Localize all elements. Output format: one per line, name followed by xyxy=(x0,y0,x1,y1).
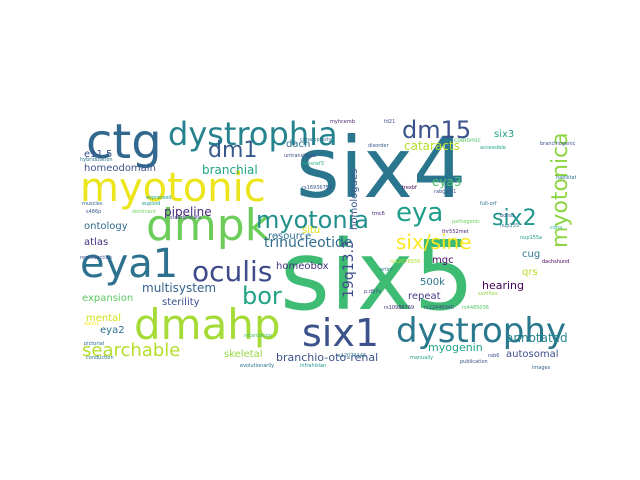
word-untranslated: untranslated xyxy=(284,153,316,159)
word-retardation: retardation xyxy=(244,333,272,339)
word-mental: mental xyxy=(86,313,122,324)
word-rs12446940: rs12446940 xyxy=(424,305,455,311)
word-dystrophy: dystrophy xyxy=(396,311,567,351)
word-trexbf: trexbf xyxy=(402,185,417,191)
word-e11-5: e11.5 xyxy=(84,149,113,160)
word-ontology: ontology xyxy=(84,221,128,232)
word-hybridization: hybridization xyxy=(80,157,113,163)
word-dystrophia: dystrophia xyxy=(168,116,338,153)
word-s486p: s486p xyxy=(86,209,102,215)
word-multisystem: multisystem xyxy=(142,281,217,295)
word-eya2: eya2 xyxy=(100,325,125,336)
word-autosomal: autosomal xyxy=(506,349,559,360)
word-erlinf: erlinf xyxy=(380,267,393,273)
word-six2: six2 xyxy=(492,206,537,231)
word-pictorial: pictorial xyxy=(84,341,105,347)
word-trinucleotide: trinucleotide xyxy=(264,235,353,251)
word-reproduction: reproduction xyxy=(80,255,112,261)
word-infrahisian: infrahisian xyxy=(300,363,327,369)
word-eya1: eya1 xyxy=(80,241,179,287)
word-disorder: disorder xyxy=(368,143,389,149)
word-muscles: muscles xyxy=(82,201,103,207)
word-pipeline: pipeline xyxy=(164,205,212,219)
word-p-d97v: p.d97v xyxy=(364,289,382,295)
word-atlas: atlas xyxy=(84,237,109,248)
word-cataracts: cataracts xyxy=(404,139,460,153)
word-full-orf: full-orf xyxy=(480,201,497,207)
word-rs12079146: rs12079146 xyxy=(336,353,367,359)
word-six-sine: six/sine xyxy=(396,230,472,254)
word-bresnef3: bresnef3 xyxy=(302,161,324,167)
word-cloud: six4 six5 myotonic dmpk dmahp eya1 ctg d… xyxy=(80,116,576,380)
word-euploid: euploid xyxy=(142,201,161,207)
word-annotated: annotated xyxy=(506,331,568,345)
word-skeletal: skeletal xyxy=(224,349,263,360)
word-sterility: sterility xyxy=(162,297,200,308)
word-myotonia: myotonia xyxy=(256,206,369,234)
word-myhcemb: myhcemb xyxy=(330,119,355,125)
word-rs4485036: rs4485036 xyxy=(462,305,489,311)
word-bor: bor xyxy=(242,282,282,310)
word-repeat: repeat xyxy=(408,291,441,302)
word-rab6: rab6 xyxy=(488,353,500,359)
word-publication: publication xyxy=(460,359,488,365)
word-homeobox: homeobox xyxy=(276,261,329,272)
word-rs12078839: rs12078839 xyxy=(390,259,421,265)
word-manually: manually xyxy=(410,355,434,361)
word-rs16936752: rs16936752 xyxy=(302,185,333,191)
word-myotonic: myotonic xyxy=(80,165,266,211)
word-pathogenic: pathogenic xyxy=(452,219,480,225)
word-somites: somites xyxy=(478,291,498,297)
word-steady-state: steady-state xyxy=(170,215,202,221)
word-fd21: fd21 xyxy=(384,119,396,125)
word-oculis: oculis xyxy=(192,255,273,288)
word-accessible: accessible xyxy=(480,145,506,151)
word-resource: resource xyxy=(268,231,312,242)
word-coelomic: coelomic xyxy=(454,137,481,144)
word-tmc6: tmc6 xyxy=(372,211,385,217)
word-six1: six1 xyxy=(302,311,380,355)
word-searchable: searchable xyxy=(82,340,181,361)
word-homeodomain: homeodomain xyxy=(84,163,156,174)
word-ctg: ctg xyxy=(86,116,162,170)
word-canaloplasty: canaloplasty xyxy=(300,137,332,143)
word-rabgapl1: rabgapl1 xyxy=(434,189,457,195)
word-dm1: dm1 xyxy=(208,138,258,163)
word-expansion: expansion xyxy=(82,293,134,304)
word-expressed: expressed xyxy=(146,195,172,201)
word-hearing: hearing xyxy=(482,279,525,292)
word-six4: six4 xyxy=(296,119,467,217)
word-mgc: mgc xyxy=(432,255,454,266)
word-nup155: nup155 xyxy=(500,223,520,229)
word-dmahp: dmahp xyxy=(134,300,281,349)
word-homologues: homologues xyxy=(349,168,360,230)
word-six5: six5 xyxy=(280,220,475,332)
word-rs10986769: rs10986769 xyxy=(384,305,415,311)
word-branchiogenic: branchiogenic xyxy=(540,141,576,147)
word-borsd: borsd xyxy=(500,213,515,219)
word-situ: situ xyxy=(302,225,321,236)
word-dm15: dm15 xyxy=(402,116,472,144)
word-six3: six3 xyxy=(494,129,515,140)
word-dachshund: dachshund xyxy=(542,259,570,265)
word-500k: 500k xyxy=(420,277,445,288)
word-eya: eya xyxy=(396,198,444,228)
word-myogenin: myogenin xyxy=(428,341,483,354)
word-dach1: dach1 xyxy=(84,321,100,327)
word-conduction: conduction xyxy=(86,355,114,361)
word-cdna: cdna xyxy=(550,225,563,231)
word-dach: dach xyxy=(286,139,311,150)
word-nup155a: nup155a xyxy=(520,235,543,241)
word-habilitation: habilitation xyxy=(556,175,576,181)
word-cug: cug xyxy=(522,249,541,260)
word-evolutionarily: evolutionarily xyxy=(240,363,275,369)
word-branchial: branchial xyxy=(202,163,258,177)
word-dominant: dominant xyxy=(132,209,156,215)
word-branchio-oto-renal: branchio-oto-renal xyxy=(276,351,379,364)
word-dmpk: dmpk xyxy=(146,200,271,251)
word-qrs: qrs xyxy=(522,267,538,278)
word-eya3: eya3 xyxy=(432,175,462,189)
word-thr552met: thr552met xyxy=(442,229,469,235)
word-images: images xyxy=(532,365,551,371)
